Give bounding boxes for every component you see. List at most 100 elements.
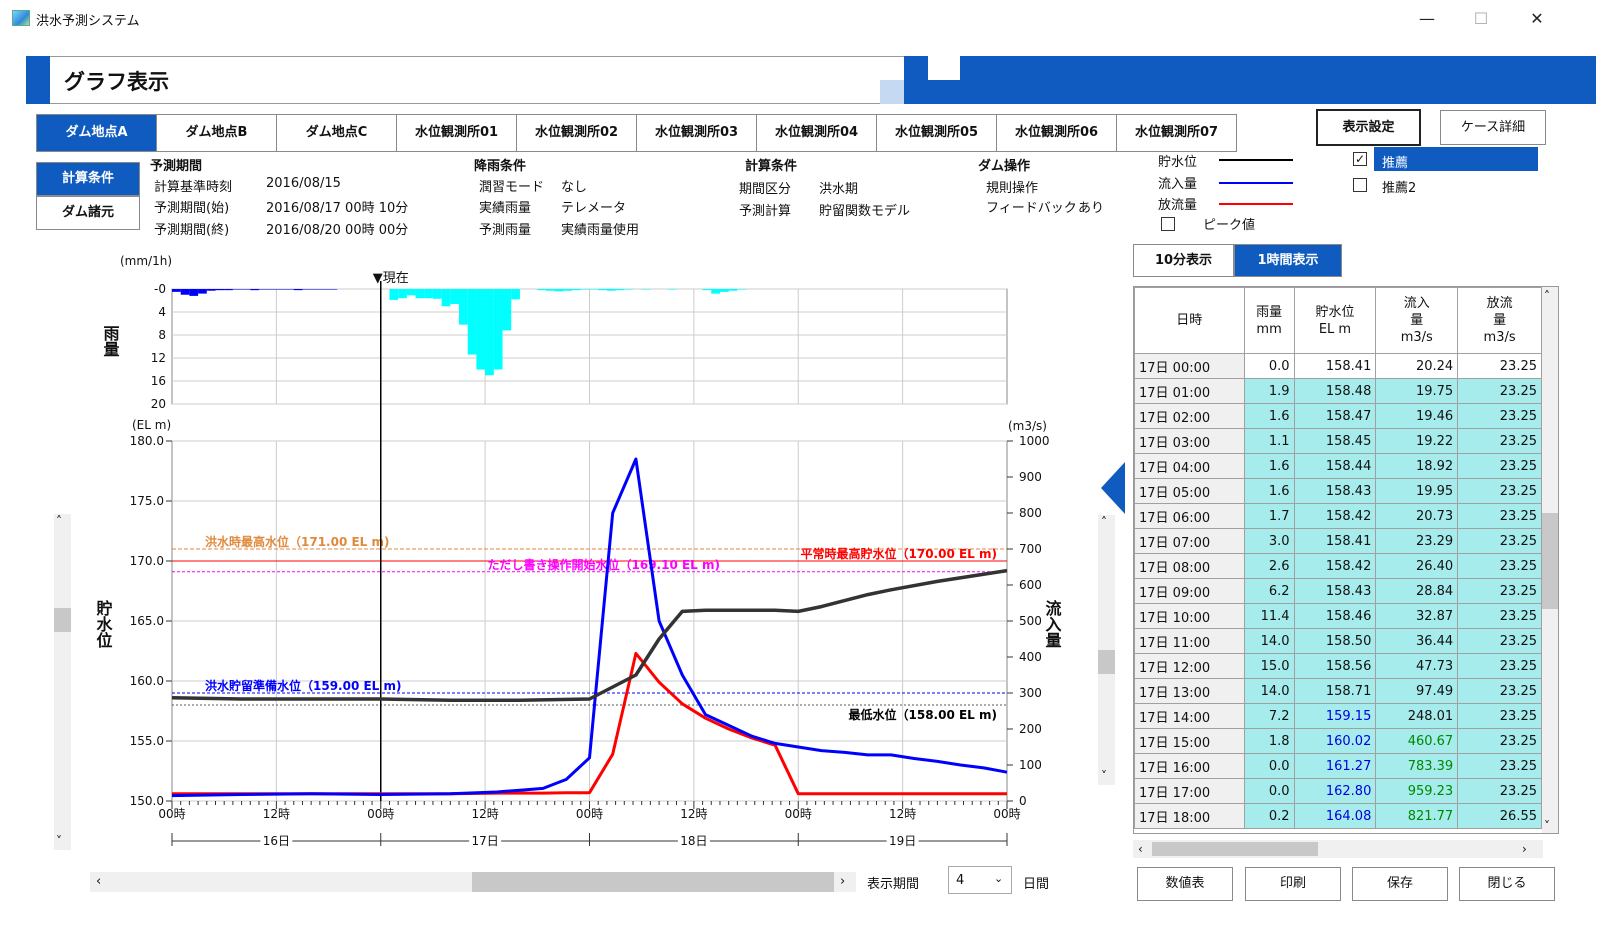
table-cell: 0.0 [1243, 778, 1295, 804]
minimize-button[interactable]: — [1419, 9, 1435, 28]
table-row[interactable]: 17日 06:00 1.7 158.42 20.73 23.25 [1134, 503, 1542, 529]
table-cell: 17日 08:00 [1134, 553, 1245, 579]
scroll-up-icon[interactable]: ˄ [1101, 515, 1107, 529]
forecast-period-value: 2016/08/15 [266, 176, 341, 191]
table-row[interactable]: 17日 07:00 3.0 158.41 23.29 23.25 [1134, 528, 1542, 554]
table-cell: 1.9 [1243, 378, 1295, 404]
maximize-button[interactable]: ☐ [1473, 9, 1489, 28]
table-row[interactable]: 17日 02:00 1.6 158.47 19.46 23.25 [1134, 403, 1542, 429]
peak-checkbox[interactable] [1161, 217, 1175, 231]
tab-7[interactable]: 水位観測所04 [756, 114, 877, 152]
recommend2-checkbox[interactable] [1353, 178, 1367, 192]
calc-condition-value: 洪水期 [819, 182, 859, 197]
table-row[interactable]: 17日 09:00 6.2 158.43 28.84 23.25 [1134, 578, 1542, 604]
tab-4[interactable]: 水位観測所01 [396, 114, 517, 152]
print-button[interactable]: 印刷 [1245, 867, 1341, 901]
tab-9[interactable]: 水位観測所06 [996, 114, 1117, 152]
calc-conditions-button[interactable]: 計算条件 [36, 162, 140, 196]
chart-horizontal-scrollbar-thumb[interactable] [472, 872, 834, 892]
close-window-button[interactable]: ✕ [1530, 9, 1544, 28]
table-cell: 158.42 [1293, 503, 1377, 529]
table-cell: 158.48 [1293, 378, 1377, 404]
one-hour-view-button[interactable]: 1時間表示 [1234, 244, 1342, 277]
table-cell: 23.25 [1457, 428, 1542, 454]
header-decoration-square [880, 80, 904, 104]
table-horizontal-scrollbar-thumb[interactable] [1152, 842, 1318, 856]
tab-5[interactable]: 水位観測所02 [516, 114, 637, 152]
close-button[interactable]: 閉じる [1459, 867, 1555, 901]
table-row[interactable]: 17日 03:00 1.1 158.45 19.22 23.25 [1134, 428, 1542, 454]
scroll-up-icon[interactable]: ˄ [56, 514, 62, 528]
table-row[interactable]: 17日 05:00 1.6 158.43 19.95 23.25 [1134, 478, 1542, 504]
level-y-tick-label: 165.0 [130, 614, 164, 628]
scroll-left-icon[interactable]: ‹ [96, 874, 102, 889]
scroll-down-icon[interactable]: ˅ [1544, 819, 1550, 833]
table-cell: 158.56 [1293, 653, 1377, 679]
table-header[interactable]: 流入 量 m3/s [1375, 287, 1459, 354]
period-select[interactable]: 4 ⌄ [948, 866, 1012, 894]
table-vertical-scrollbar-thumb[interactable] [1542, 513, 1558, 609]
tab-6[interactable]: 水位観測所03 [636, 114, 757, 152]
scroll-right-icon[interactable]: › [840, 874, 846, 889]
calc-condition-label: 期間区分 [739, 182, 792, 197]
table-row[interactable]: 17日 10:00 11.4 158.46 32.87 23.25 [1134, 603, 1542, 629]
table-cell: 3.0 [1243, 528, 1295, 554]
save-button[interactable]: 保存 [1352, 867, 1448, 901]
table-row[interactable]: 17日 08:00 2.6 158.42 26.40 23.25 [1134, 553, 1542, 579]
table-cell: 783.39 [1375, 753, 1459, 779]
table-cell: 17日 13:00 [1134, 678, 1245, 704]
table-row[interactable]: 17日 12:00 15.0 158.56 47.73 23.25 [1134, 653, 1542, 679]
table-cell: 158.47 [1293, 403, 1377, 429]
tab-10[interactable]: 水位観測所07 [1116, 114, 1237, 152]
chart-vertical-scrollbar[interactable] [54, 514, 71, 850]
recommend-selected-row[interactable] [1374, 147, 1538, 171]
flow-y-tick-label: 800 [1019, 506, 1042, 520]
table-cell: 32.87 [1375, 603, 1459, 629]
table-row[interactable]: 17日 14:00 7.2 159.15 248.01 23.25 [1134, 703, 1542, 729]
table-row[interactable]: 17日 16:00 0.0 161.27 783.39 23.25 [1134, 753, 1542, 779]
table-cell: 158.71 [1293, 678, 1377, 704]
rain-bar [285, 289, 294, 290]
table-row[interactable]: 17日 01:00 1.9 158.48 19.75 23.25 [1134, 378, 1542, 404]
scroll-right-icon[interactable]: › [1522, 842, 1527, 856]
table-cell: 1.6 [1243, 478, 1295, 504]
display-settings-button[interactable]: 表示設定 [1316, 109, 1421, 146]
recommend-checkbox[interactable] [1353, 152, 1367, 166]
flow-y-tick-label: 900 [1019, 470, 1042, 484]
tab-3[interactable]: ダム地点C [276, 114, 397, 152]
collapse-panel-icon[interactable] [1099, 460, 1127, 516]
table-cell: 158.45 [1293, 428, 1377, 454]
tab-1[interactable]: ダム地点A [36, 114, 157, 152]
table-row[interactable]: 17日 00:00 0.0 158.41 20.24 23.25 [1134, 353, 1542, 379]
scroll-up-icon[interactable]: ˄ [1544, 289, 1550, 303]
chart-vertical-scrollbar-thumb[interactable] [54, 608, 71, 632]
dam-specs-button[interactable]: ダム諸元 [36, 196, 140, 230]
scroll-down-icon[interactable]: ˅ [56, 834, 62, 848]
rain-bar [180, 289, 190, 295]
case-details-button[interactable]: ケース詳細 [1440, 110, 1546, 145]
table-header[interactable]: 貯水位 EL m [1293, 287, 1377, 354]
table-cell: 23.25 [1457, 453, 1542, 479]
numeric-table-button[interactable]: 数値表 [1137, 867, 1233, 901]
tab-2[interactable]: ダム地点B [156, 114, 277, 152]
chart-right-scrollbar-thumb[interactable] [1098, 650, 1115, 674]
dam-operation-label: 規則操作 [986, 181, 1039, 196]
table-header[interactable]: 雨量 mm [1243, 287, 1295, 354]
table-row[interactable]: 17日 17:00 0.0 162.80 959.23 23.25 [1134, 778, 1542, 804]
table-header[interactable]: 放流 量 m3/s [1457, 287, 1542, 354]
forecast-period-value: 2016/08/17 00時 10分 [266, 201, 409, 216]
scroll-down-icon[interactable]: ˅ [1101, 769, 1107, 783]
scroll-left-icon[interactable]: ‹ [1138, 842, 1143, 856]
table-cell: 17日 11:00 [1134, 628, 1245, 654]
reference-line-label: 洪水貯留準備水位（159.00 EL m) [205, 678, 402, 693]
table-row[interactable]: 17日 04:00 1.6 158.44 18.92 23.25 [1134, 453, 1542, 479]
table-row[interactable]: 17日 18:00 0.2 164.08 821.77 26.55 [1134, 803, 1542, 829]
table-row[interactable]: 17日 15:00 1.8 160.02 460.67 23.25 [1134, 728, 1542, 754]
table-header[interactable]: 日時 [1134, 287, 1245, 354]
table-row[interactable]: 17日 11:00 14.0 158.50 36.44 23.25 [1134, 628, 1542, 654]
tab-8[interactable]: 水位観測所05 [876, 114, 997, 152]
data-table: 日時 雨量 mm 貯水位 EL m 流入 量 m3/s 放流 量 m3/s 17日 00… [1134, 287, 1542, 829]
table-cell: 17日 10:00 [1134, 603, 1245, 629]
ten-minute-view-button[interactable]: 10分表示 [1133, 244, 1234, 277]
table-row[interactable]: 17日 13:00 14.0 158.71 97.49 23.25 [1134, 678, 1542, 704]
